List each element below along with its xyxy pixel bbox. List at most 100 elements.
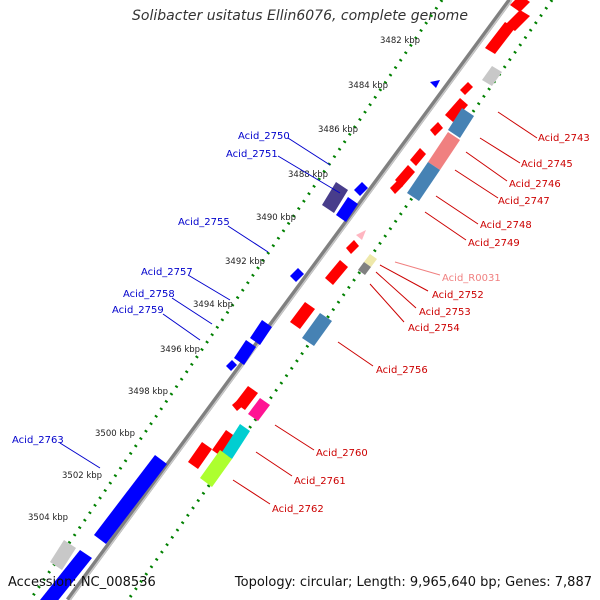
gene-label[interactable]: Acid_2747 [498, 196, 550, 207]
gene-arrow[interactable] [410, 148, 426, 166]
gene-label[interactable]: Acid_2761 [294, 476, 346, 487]
kbp-tick-label: 3488 kbp [288, 170, 328, 180]
gene-label[interactable]: Acid_2759 [112, 305, 164, 316]
leader-line [255, 451, 293, 477]
outer-dotted-track-right [126, 0, 554, 600]
gene-block-blue[interactable] [407, 162, 440, 201]
rna-marker[interactable] [356, 230, 366, 240]
gene-label[interactable]: Acid_2751 [226, 149, 278, 160]
leader-line [274, 424, 315, 451]
gene-block-magenta[interactable] [248, 398, 270, 421]
gene-arrow[interactable] [212, 430, 236, 457]
gene-block-blue[interactable] [302, 313, 332, 346]
forward-strand-genes [188, 0, 530, 487]
accession-text: Accession: NC_008536 [8, 575, 156, 590]
leader-line [277, 155, 341, 194]
backbone-line-highlight [69, 0, 513, 600]
gene-arrow[interactable] [188, 442, 212, 469]
gene-arrow[interactable] [94, 455, 167, 544]
leader-line [435, 195, 479, 225]
gene-label[interactable]: Acid_2750 [238, 131, 290, 142]
gene-label[interactable]: Acid_2760 [316, 448, 368, 459]
gene-label[interactable]: Acid_2758 [123, 289, 175, 300]
leader-line [394, 261, 441, 276]
gene-label[interactable]: Acid_2757 [141, 267, 193, 278]
kbp-tick-label: 3482 kbp [380, 36, 420, 46]
gene-arrow[interactable] [290, 302, 315, 329]
kbp-tick-label: 3484 kbp [348, 81, 388, 91]
gene-arrow[interactable] [430, 122, 443, 136]
gene-block-gray[interactable] [358, 262, 371, 275]
gene-label[interactable]: Acid_2762 [272, 504, 324, 515]
gene-block-lime[interactable] [200, 450, 232, 487]
leader-line [479, 137, 521, 164]
leader-line [454, 169, 499, 199]
leader-line [337, 341, 374, 367]
kbp-tick-label: 3504 kbp [28, 513, 68, 523]
gene-arrow[interactable] [510, 0, 530, 12]
gene-arrow[interactable] [226, 360, 237, 371]
kbp-tick-label: 3500 kbp [95, 429, 135, 439]
gene-arrow[interactable] [354, 182, 368, 196]
gene-block-blue[interactable] [448, 108, 474, 138]
gene-block-gray[interactable] [50, 540, 76, 570]
gene-arrow[interactable] [395, 165, 415, 187]
leader-line [375, 271, 417, 309]
leader-line [497, 111, 538, 139]
gene-label[interactable]: Acid_2763 [12, 435, 64, 446]
gene-label[interactable]: Acid_2756 [376, 365, 428, 376]
gene-arrow[interactable] [325, 260, 348, 285]
gene-label[interactable]: Acid_2746 [509, 179, 561, 190]
gene-label[interactable]: Acid_2752 [432, 290, 484, 301]
gene-block-gray[interactable] [482, 66, 502, 86]
kbp-tick-label: 3486 kbp [318, 125, 358, 135]
reverse-strand-genes [40, 80, 440, 600]
leader-line [227, 225, 269, 253]
right-labels: Acid_2743 Acid_2745 Acid_2746 Acid_2747 … [232, 111, 590, 515]
gene-arrow[interactable] [290, 268, 304, 282]
kbp-tick-label: 3490 kbp [256, 213, 296, 223]
leader-line [162, 313, 201, 341]
kbp-tick-label: 3494 kbp [193, 300, 233, 310]
map-title: Solibacter usitatus Ellin6076, complete … [132, 8, 468, 24]
gene-arrow[interactable] [485, 22, 515, 54]
leader-line [232, 479, 271, 505]
gene-label[interactable]: Acid_2749 [468, 238, 520, 249]
gene-block-cyan[interactable] [222, 424, 250, 459]
gene-label[interactable]: Acid_2745 [521, 159, 573, 170]
gene-label[interactable]: Acid_R0031 [442, 273, 501, 284]
leader-line [59, 442, 101, 469]
kbp-tick-label: 3498 kbp [128, 387, 168, 397]
gene-arrow[interactable] [390, 180, 403, 194]
gene-arrow[interactable] [235, 386, 258, 410]
gene-arrow[interactable] [445, 98, 468, 122]
gene-block-yellow[interactable] [364, 254, 377, 267]
gene-arrow[interactable] [336, 197, 358, 222]
leader-line [171, 297, 213, 325]
leader-line [465, 151, 508, 182]
kbp-ticks: 3482 kbp 3484 kbp 3486 kbp 3488 kbp 3490… [28, 36, 420, 523]
gene-block-pink[interactable] [428, 132, 460, 170]
gene-arrow[interactable] [40, 550, 92, 600]
kbp-tick-label: 3502 kbp [62, 471, 102, 481]
leader-line [187, 274, 231, 301]
left-labels: Acid_2750 Acid_2751 Acid_2755 Acid_2757 … [12, 131, 341, 469]
gene-label[interactable]: Acid_2748 [480, 220, 532, 231]
gene-label[interactable]: Acid_2743 [538, 133, 590, 144]
kbp-tick-label: 3496 kbp [160, 345, 200, 355]
gene-label[interactable]: Acid_2755 [178, 217, 230, 228]
gene-block-indigo[interactable] [322, 182, 348, 213]
gene-arrow[interactable] [250, 320, 272, 345]
leader-line [424, 211, 467, 241]
leader-line [287, 137, 331, 166]
gene-arrow[interactable] [460, 82, 473, 95]
gene-label[interactable]: Acid_2753 [419, 307, 471, 318]
gene-label[interactable]: Acid_2754 [408, 323, 460, 334]
leader-line [379, 264, 429, 292]
topology-summary-text: Topology: circular; Length: 9,965,640 bp… [234, 575, 592, 590]
gene-arrow[interactable] [234, 340, 256, 365]
gene-arrow[interactable] [346, 240, 359, 254]
backbone-line [65, 0, 513, 600]
gene-arrow[interactable] [430, 80, 440, 88]
